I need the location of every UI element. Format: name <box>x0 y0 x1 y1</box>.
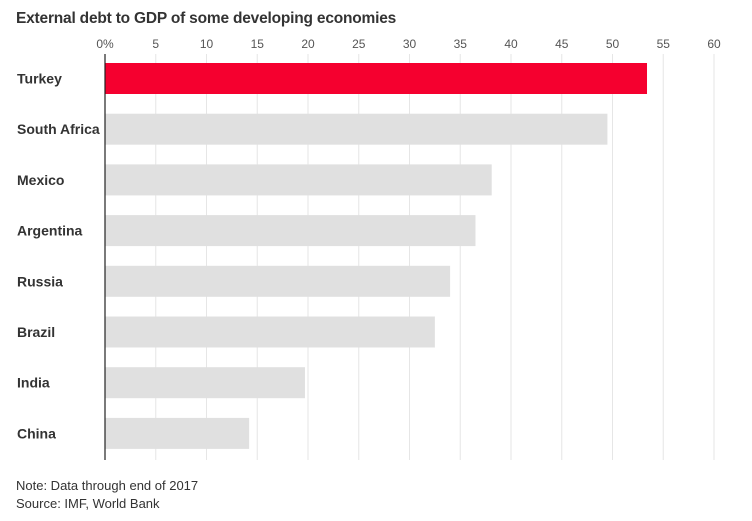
bar-russia <box>105 265 451 297</box>
x-tick-label: 20 <box>301 37 315 51</box>
bar-south-africa <box>105 113 608 145</box>
category-label: India <box>17 375 50 391</box>
x-tick-label: 25 <box>352 37 366 51</box>
category-label: Brazil <box>17 324 55 340</box>
x-tick-label: 45 <box>555 37 569 51</box>
x-tick-label: 35 <box>454 37 468 51</box>
x-axis-ticks: 0% 5 10 15 20 25 30 35 40 45 50 55 60 <box>96 37 721 51</box>
bar-india <box>105 367 305 399</box>
x-tick-label: 15 <box>251 37 265 51</box>
x-tick-label: 40 <box>504 37 518 51</box>
bar-turkey <box>105 63 648 94</box>
x-tick-label: 0% <box>96 37 114 51</box>
x-tick-label: 55 <box>657 37 671 51</box>
x-tick-label: 50 <box>606 37 620 51</box>
bars <box>105 63 648 449</box>
category-labels: Turkey South Africa Mexico Argentina Russia B… <box>17 71 100 442</box>
x-tick-label: 10 <box>200 37 214 51</box>
category-label: Mexico <box>17 172 64 188</box>
bar-brazil <box>105 316 435 348</box>
note-text: Note: Data through end of 2017 <box>16 478 199 493</box>
x-tick-label: 60 <box>707 37 721 51</box>
bar-mexico <box>105 164 492 196</box>
category-label: Russia <box>17 273 63 289</box>
category-label: China <box>17 425 56 441</box>
bar-china <box>105 417 250 449</box>
source-text: Source: IMF, World Bank <box>16 496 160 511</box>
category-label: Turkey <box>17 71 62 87</box>
category-label: Argentina <box>17 223 83 239</box>
category-label: South Africa <box>17 121 100 137</box>
bar-argentina <box>105 215 476 247</box>
x-tick-label: 5 <box>152 37 159 51</box>
x-tick-label: 30 <box>403 37 417 51</box>
chart-title: External debt to GDP of some developing … <box>16 10 397 27</box>
